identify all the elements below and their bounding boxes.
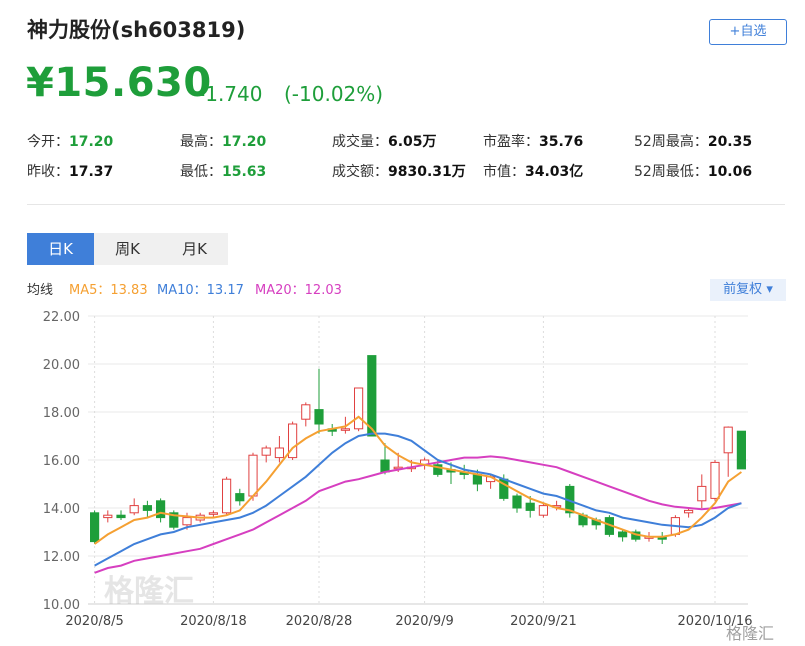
- stat-amount: 成交额：9830.31万: [332, 164, 466, 180]
- x-tick-label: 2020/8/28: [286, 614, 353, 629]
- y-tick-label: 10.00: [43, 598, 80, 613]
- tab-monthly-k[interactable]: 月K: [161, 233, 228, 265]
- candle-body: [697, 485, 707, 502]
- candle-body: [129, 505, 139, 514]
- candle-body: [380, 459, 390, 473]
- corner-watermark: 格隆汇: [726, 624, 775, 643]
- candle-body: [684, 509, 694, 514]
- x-tick-label: 2020/9/21: [510, 614, 577, 629]
- price-adjust-dropdown[interactable]: 前复权 ▾: [710, 279, 786, 301]
- candle-body: [367, 355, 377, 437]
- current-price: ¥15.630: [26, 60, 212, 106]
- candle-body: [182, 517, 192, 526]
- tab-daily-k[interactable]: 日K: [27, 233, 94, 265]
- stat-prev-close: 昨收：17.37: [27, 164, 114, 180]
- ma20-legend: MA20：12.03: [255, 283, 342, 298]
- stat-52w-high: 52周最高：20.35: [634, 134, 753, 150]
- candle-body: [208, 512, 218, 515]
- candle-body: [723, 426, 733, 454]
- candle-body: [288, 423, 298, 459]
- stock-title: 神力股份(sh603819): [27, 18, 246, 42]
- candle-body: [538, 505, 548, 516]
- chevron-down-icon: ▾: [766, 282, 773, 297]
- ma20-line: [94, 455, 742, 574]
- tab-weekly-k[interactable]: 周K: [94, 233, 161, 265]
- ma10-legend: MA10：13.17: [157, 283, 244, 298]
- x-tick-label: 2020/10/16: [678, 614, 753, 629]
- x-tick-label: 2020/9/9: [395, 614, 453, 629]
- add-watchlist-button[interactable]: +自选: [709, 19, 787, 45]
- candle-body: [710, 461, 720, 499]
- stat-high: 最高：17.20: [180, 134, 267, 150]
- candle-body: [314, 409, 324, 425]
- candle-body: [340, 428, 350, 431]
- candle-body: [116, 514, 126, 519]
- y-tick-label: 14.00: [43, 502, 80, 517]
- candle-body: [169, 512, 179, 528]
- stat-market-cap: 市值：34.03亿: [483, 164, 584, 180]
- candle-body: [512, 495, 522, 509]
- ma10-line: [94, 432, 742, 567]
- ma5-line: [94, 415, 742, 545]
- x-tick-label: 2020/8/18: [180, 614, 247, 629]
- candle-body: [142, 505, 152, 511]
- section-divider: [27, 204, 785, 205]
- candle-body: [618, 531, 628, 538]
- stat-volume: 成交量：6.05万: [332, 134, 437, 150]
- candle-body: [354, 387, 364, 430]
- candle-body: [525, 502, 535, 511]
- y-tick-label: 18.00: [43, 406, 80, 421]
- y-tick-label: 16.00: [43, 454, 80, 469]
- ma5-legend: MA5：13.83: [69, 283, 148, 298]
- price-change: -1.740: [198, 82, 263, 106]
- period-tabs: 日K 周K 月K: [27, 233, 228, 265]
- candle-body: [433, 464, 443, 475]
- candle-body: [261, 447, 271, 456]
- candle-body: [235, 493, 245, 502]
- price-change-pct: (-10.02%): [284, 82, 384, 106]
- candle-body: [103, 514, 113, 519]
- y-tick-label: 12.00: [43, 550, 80, 565]
- candle-body: [736, 430, 746, 470]
- ma-legend-label: 均线: [27, 283, 54, 298]
- candle-body: [156, 500, 166, 519]
- candle-body: [301, 404, 311, 420]
- y-tick-label: 22.00: [43, 310, 80, 325]
- candle-body: [274, 447, 284, 459]
- stat-pe: 市盈率：35.76: [483, 134, 584, 150]
- stat-low: 最低：15.63: [180, 164, 267, 180]
- x-tick-label: 2020/8/5: [65, 614, 123, 629]
- watermark: 格隆汇: [104, 574, 194, 609]
- y-tick-label: 20.00: [43, 358, 80, 373]
- candle-body: [90, 512, 100, 543]
- candle-body: [222, 478, 232, 514]
- stat-open: 今开：17.20: [27, 134, 114, 150]
- stat-52w-low: 52周最低：10.06: [634, 164, 753, 180]
- candle-body: [248, 454, 258, 497]
